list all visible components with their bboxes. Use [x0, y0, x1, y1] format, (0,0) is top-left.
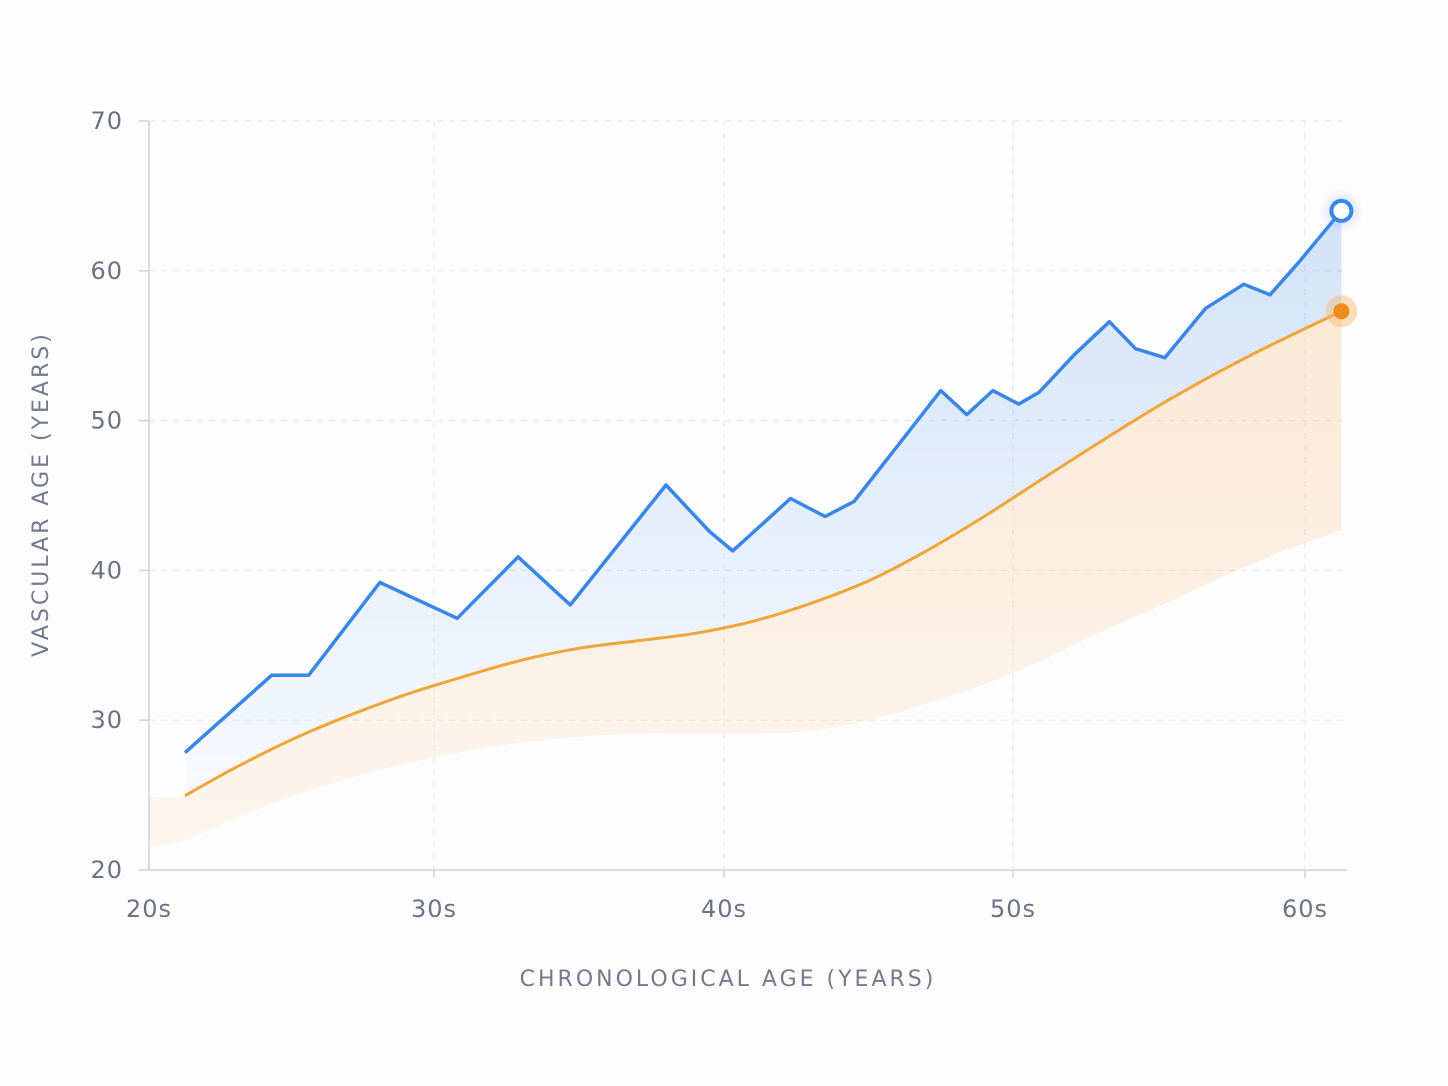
x-tick-label: 50s [990, 895, 1036, 923]
area-layer [149, 210, 1342, 848]
series-layer [184, 194, 1358, 797]
x-tick-label: 20s [126, 895, 172, 923]
expected-line [184, 309, 1343, 797]
y-tick-label: 50 [90, 407, 123, 435]
y-tick-label: 40 [90, 556, 123, 584]
axes [139, 120, 1347, 878]
x-tick-label: 40s [701, 895, 747, 923]
y-tick-label: 60 [90, 257, 123, 285]
y-tick-label: 20 [90, 856, 123, 884]
measured-end-marker [1329, 198, 1354, 223]
expected-end-marker [1333, 303, 1350, 320]
measured-area [186, 210, 1342, 796]
measured-line [184, 209, 1344, 754]
tick-labels: 20 30 40 50 60 70 20s 30s 40s 50s 60s [90, 107, 1328, 923]
y-axis-title: VASCULAR AGE (YEARS) [29, 331, 54, 657]
y-tick-label: 30 [90, 706, 123, 734]
x-tick-label: 60s [1282, 895, 1328, 923]
range-band [149, 311, 1342, 848]
x-tick-label: 30s [411, 895, 457, 923]
y-tick-label: 70 [90, 107, 123, 135]
x-axis-title: CHRONOLOGICAL AGE (YEARS) [520, 967, 937, 992]
